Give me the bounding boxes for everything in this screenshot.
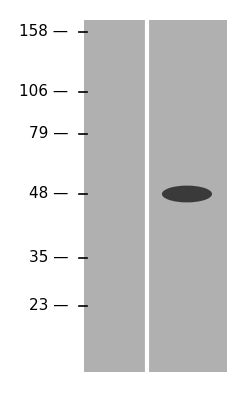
Text: 35 —: 35 — (29, 250, 68, 266)
Text: 158 —: 158 — (19, 24, 68, 40)
Text: 23 —: 23 — (29, 298, 68, 314)
Text: 48 —: 48 — (29, 186, 68, 202)
Ellipse shape (161, 186, 211, 202)
Bar (84, 20, 227, 372)
Text: 79 —: 79 — (29, 126, 68, 142)
Text: 106 —: 106 — (19, 84, 68, 100)
